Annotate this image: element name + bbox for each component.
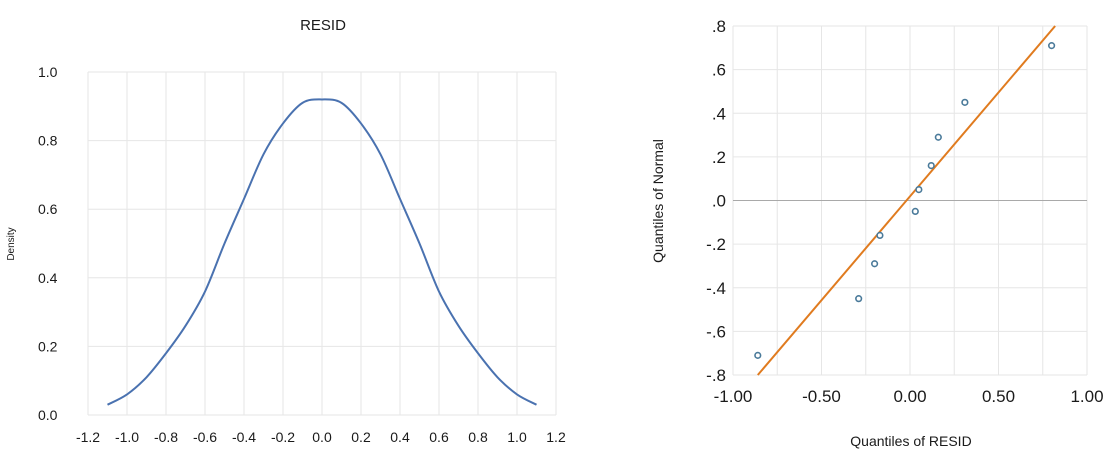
qq-point xyxy=(915,185,923,194)
qq-y-tick-label: .8 xyxy=(712,17,726,36)
density-x-tick-label: -1.0 xyxy=(115,429,139,445)
density-y-tick-labels: 0.0 0.2 0.4 0.6 0.8 1.0 xyxy=(38,64,58,423)
qq-y-tick-label: -.4 xyxy=(706,279,726,298)
density-x-tick-label: 0.0 xyxy=(312,429,332,445)
qq-point xyxy=(870,260,879,268)
qq-points xyxy=(754,42,1056,359)
density-y-tick-label: 0.4 xyxy=(38,270,58,286)
density-x-tick-label: -0.4 xyxy=(232,429,256,445)
density-x-tick-labels: -1.2 -1.0 -0.8 -0.6 -0.4 -0.2 0.0 0.2 0.4 0.6 0.8 1… xyxy=(76,429,566,445)
density-x-tick-label: -0.8 xyxy=(154,429,178,445)
qq-point xyxy=(855,295,863,303)
density-y-tick-label: 1.0 xyxy=(38,64,58,80)
qq-plot: Quantiles of Normal Quantiles of RESID .… xyxy=(650,17,1104,449)
qq-y-tick-label: .2 xyxy=(712,148,726,167)
density-x-tick-label: 1.2 xyxy=(546,429,566,445)
qq-x-tick-label: -0.50 xyxy=(802,387,841,406)
qq-x-tick-labels: -1.00 -0.50 0.00 0.50 1.00 xyxy=(714,387,1104,406)
density-x-tick-label: 0.8 xyxy=(468,429,488,445)
qq-point xyxy=(927,162,935,170)
qq-point xyxy=(754,351,762,359)
density-x-tick-label: -1.2 xyxy=(76,429,100,445)
density-y-axis-title: Density xyxy=(6,227,17,260)
density-y-tick-label: 0.0 xyxy=(38,407,58,423)
qq-y-tick-label: -.8 xyxy=(706,366,726,385)
density-x-tick-label: -0.2 xyxy=(271,429,295,445)
qq-x-tick-label: 1.00 xyxy=(1070,387,1103,406)
density-x-tick-label: 0.4 xyxy=(390,429,410,445)
density-y-tick-label: 0.8 xyxy=(38,133,58,149)
density-y-tick-label: 0.6 xyxy=(38,201,58,217)
density-chart: RESID Density 0.00.20.40.60.81.0 -1.2 -1.… xyxy=(6,17,566,445)
qq-point xyxy=(876,231,884,239)
qq-y-tick-labels: .8 .6 .4 .2 .0 -.2 -.4 -.6 -.8 xyxy=(706,17,726,385)
qq-y-tick-label: -.6 xyxy=(706,322,726,341)
density-y-tick-label: 0.2 xyxy=(38,338,58,354)
qq-x-tick-label: 0.00 xyxy=(893,387,926,406)
qq-y-axis-title: Quantiles of Normal xyxy=(650,139,666,263)
qq-y-tick-label: .0 xyxy=(712,192,726,211)
density-curve xyxy=(107,98,537,406)
qq-point xyxy=(1047,42,1056,50)
density-x-tick-label: 1.0 xyxy=(507,429,527,445)
qq-x-axis-title: Quantiles of RESID xyxy=(850,433,971,449)
qq-y-tick-label: .4 xyxy=(712,104,726,123)
qq-y-tick-label: -.2 xyxy=(706,235,726,254)
qq-x-tick-label: 0.50 xyxy=(982,387,1015,406)
density-chart-title: RESID xyxy=(300,17,346,34)
qq-point xyxy=(934,133,942,141)
qq-y-tick-label: .6 xyxy=(712,61,726,80)
qq-reference-line xyxy=(757,25,1056,376)
density-x-tick-label: -0.6 xyxy=(193,429,217,445)
qq-point xyxy=(911,207,919,216)
qq-x-tick-label: -1.00 xyxy=(714,387,753,406)
density-gridlines xyxy=(87,71,557,416)
qq-point xyxy=(961,98,969,106)
density-x-tick-label: 0.6 xyxy=(429,429,449,445)
density-x-tick-label: 0.2 xyxy=(351,429,371,445)
